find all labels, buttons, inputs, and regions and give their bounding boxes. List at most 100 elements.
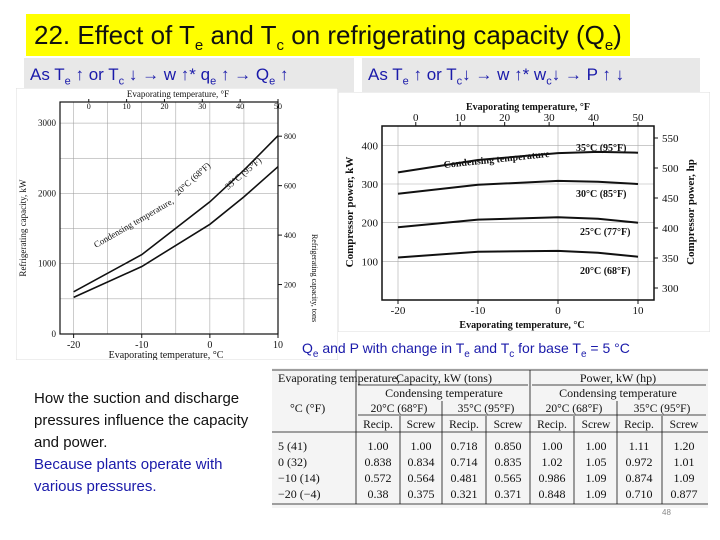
power-x2-tick-label: 20 <box>499 112 511 124</box>
capacity-x2-tick-label: 50 <box>274 102 282 111</box>
capacity-x-tick-label: -10 <box>135 340 148 351</box>
table-cell: 0.835 <box>495 455 522 469</box>
table-cell: 0.564 <box>408 471 435 485</box>
power-y2-tick-label: 350 <box>662 253 679 265</box>
table-cell: 0.986 <box>539 471 566 485</box>
table-cell: 1.09 <box>586 471 607 485</box>
power-chart-series-label-25: 25°C (77°F) <box>580 227 631 238</box>
capacity-x2-tick-label: 20 <box>160 102 168 111</box>
power-x2-tick-label: 30 <box>544 112 556 124</box>
capacity-x-tick-label: 0 <box>207 340 212 351</box>
power-x-tick-label: 10 <box>633 305 645 317</box>
capacity-y-tick-label: 2000 <box>38 188 57 198</box>
table-type-header: Screw <box>670 419 699 431</box>
power-y2-tick-label: 450 <box>662 193 679 205</box>
table-row-label: −10 (14) <box>278 471 320 485</box>
charts-caption: Qe and P with change in Te and Tc for ba… <box>302 340 630 360</box>
power-x2-tick-label: 40 <box>588 112 600 124</box>
power-series-line-0 <box>397 150 639 174</box>
note-line-2: Because plants operate with various pres… <box>34 456 223 495</box>
power-series-line-3 <box>397 249 639 259</box>
power-x2-tick-label: 50 <box>633 112 645 124</box>
power-x-tick-label: 0 <box>555 305 561 317</box>
table-cell: 1.09 <box>586 487 607 501</box>
table-cell: 1.05 <box>586 455 607 469</box>
power-plot-frame <box>381 125 655 301</box>
slide-title: 22. Effect of Te and Tc on refrigerating… <box>26 14 630 56</box>
table-cell: 0.850 <box>495 439 522 453</box>
power-y-tick-label: 300 <box>362 179 379 191</box>
table-cell: 0.714 <box>451 455 478 469</box>
capacity-relation-text: As Te ↑ or Tc ↓ → w ↑* qe ↑ → Qe ↑ <box>24 58 354 92</box>
capacity-x-tick-label: -20 <box>67 340 80 351</box>
capacity-y2-tick-label: 600 <box>284 182 296 191</box>
table-type-header: Screw <box>582 419 611 431</box>
table-cell: 0.481 <box>451 471 478 485</box>
power-chart-series-label-35: 35°C (95°F) <box>576 143 627 154</box>
power-chart-x2-label: Evaporating temperature, °F <box>466 102 590 113</box>
power-x2-tick-label: 0 <box>413 112 419 124</box>
capacity-chart-y2-label: Refrigerating capacity, tons <box>310 234 319 322</box>
note-line-1: How the suction and discharge pressures … <box>34 390 249 451</box>
capacity-x2-tick-label: 10 <box>123 102 131 111</box>
power-x-tick-label: -10 <box>471 305 486 317</box>
table-cell: 1.01 <box>674 455 695 469</box>
power-chart-x-label: Evaporating temperature, °C <box>459 320 584 331</box>
table-cell: 0.371 <box>495 487 522 501</box>
table-grid: Evaporating temperature, °C (°F) Capacit… <box>272 369 708 505</box>
power-x-tick-label: -20 <box>391 305 406 317</box>
capacity-y2-tick-label: 800 <box>284 132 296 141</box>
capacity-plot-frame <box>59 101 279 335</box>
table-cell: 0.838 <box>365 455 392 469</box>
capacity-x2-tick-label: 30 <box>198 102 206 111</box>
table-temp-header: 20°C (68°F) <box>546 403 603 415</box>
power-chart-y2-label: Compressor power, hp <box>685 159 697 265</box>
capacity-series-line-0 <box>73 135 279 293</box>
capacity-y-tick-label: 3000 <box>38 118 57 128</box>
power-series-line-1 <box>397 179 639 195</box>
capacity-x-tick-label: 10 <box>273 340 283 351</box>
table-type-header: Recip. <box>449 419 479 431</box>
power-chart-series-label-20: 20°C (68°F) <box>580 266 631 277</box>
explanatory-note: How the suction and discharge pressures … <box>34 388 264 498</box>
power-chart: -20 -10 0 100 10 20 30 40 5010020030040030035040… <box>338 92 710 332</box>
capacity-y2-tick-label: 400 <box>284 231 296 240</box>
capacity-chart-x-label: Evaporating temperature, °C <box>109 350 224 360</box>
capacity-chart: -20 -10 0 10 0 10 20 30 40 50 0 1000 2000 3000 200 400 6… <box>16 88 338 360</box>
power-x2-tick-label: 10 <box>455 112 467 124</box>
table-cell: 0.710 <box>626 487 653 501</box>
table-cap-subheader: Condensing temperature <box>385 386 503 400</box>
table-power-header: Power, kW (hp) <box>580 371 656 385</box>
table-cell: 0.834 <box>408 455 435 469</box>
table-type-header: Recip. <box>537 419 567 431</box>
table-cell: 1.20 <box>674 439 695 453</box>
power-series-line-2 <box>397 216 639 229</box>
table-cell: 0.572 <box>365 471 392 485</box>
capacity-chart-y-label: Refrigerating capacity, kW <box>18 179 28 277</box>
table-cell: 1.11 <box>629 439 650 453</box>
power-y2-tick-label: 400 <box>662 223 679 235</box>
table-type-header: Recip. <box>363 419 393 431</box>
table-temp-header: 35°C (95°F) <box>458 403 515 415</box>
table-type-header: Screw <box>407 419 436 431</box>
table-stub-header-unit: °C (°F) <box>290 401 325 415</box>
table-capacity-header: Capacity, kW (tons) <box>396 371 492 385</box>
table-row-label: −20 (−4) <box>278 487 321 501</box>
table-type-header: Recip. <box>624 419 654 431</box>
table-cell: 0.321 <box>451 487 478 501</box>
table-row-label: 0 (32) <box>278 455 307 469</box>
power-y-tick-label: 100 <box>362 256 379 268</box>
table-cell: 0.848 <box>539 487 566 501</box>
power-y2-tick-label: 300 <box>662 283 679 295</box>
table-cell: 1.00 <box>586 439 607 453</box>
table-cell: 0.375 <box>408 487 435 501</box>
capacity-y-tick-label: 0 <box>52 329 57 339</box>
capacity-x2-tick-label: 40 <box>236 102 244 111</box>
table-cell: 0.874 <box>626 471 653 485</box>
table-type-header: Screw <box>494 419 523 431</box>
table-cell: 0.565 <box>495 471 522 485</box>
capacity-y-tick-label: 1000 <box>38 259 57 269</box>
capacity-power-table: Evaporating temperature, °C (°F) Capacit… <box>272 368 708 508</box>
capacity-x2-tick-label: 0 <box>87 102 91 111</box>
table-cell: 1.09 <box>674 471 695 485</box>
